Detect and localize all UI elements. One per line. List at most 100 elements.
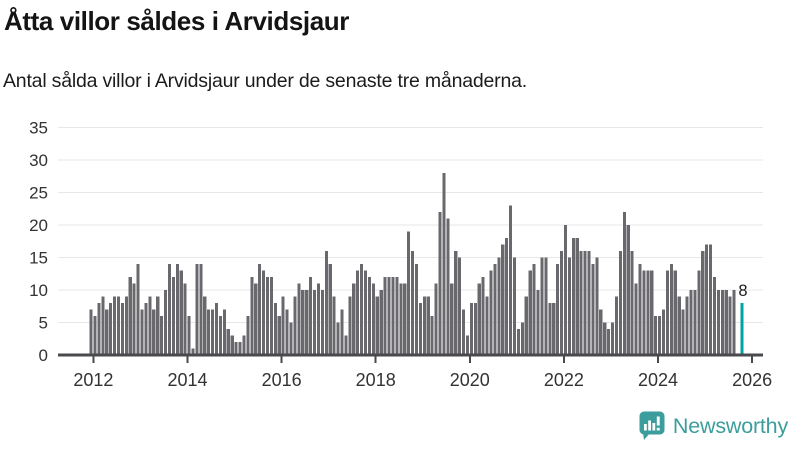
bar	[160, 316, 164, 355]
chart-svg: 0 5 10 15 20 25 30 35 2012 2014 2016 2018 2020 2022 20…	[29, 119, 772, 391]
bar	[485, 296, 489, 355]
bar	[226, 329, 230, 355]
bar	[175, 264, 179, 355]
bar	[556, 264, 560, 355]
bar	[497, 257, 501, 355]
bar	[124, 296, 128, 355]
bar	[136, 264, 140, 355]
bar	[536, 290, 540, 355]
bar	[579, 251, 583, 355]
bar	[262, 270, 266, 355]
bar	[383, 277, 387, 355]
x-tick-label: 2020	[450, 370, 490, 390]
bar	[654, 316, 658, 355]
page-subtitle: Antal sålda villor i Arvidsjaur under de…	[3, 70, 527, 92]
bar	[109, 303, 113, 355]
bar	[493, 264, 497, 355]
bar	[481, 277, 485, 355]
bar	[418, 303, 422, 355]
bar	[454, 251, 458, 355]
bar	[199, 264, 203, 355]
bar	[465, 335, 470, 355]
bar	[552, 303, 556, 355]
x-tick-label: 2026	[732, 370, 772, 390]
bar	[179, 270, 183, 355]
bar	[332, 296, 336, 355]
bar	[426, 296, 430, 355]
bar	[614, 296, 619, 355]
bar	[309, 277, 313, 355]
bar	[716, 290, 720, 355]
bar	[171, 277, 175, 355]
bar	[336, 322, 340, 355]
x-tick-label: 2012	[73, 370, 113, 390]
bar	[97, 303, 101, 355]
bar	[269, 277, 273, 355]
bar	[344, 335, 348, 355]
bar	[689, 290, 693, 355]
bar	[532, 264, 536, 355]
y-tick-label: 5	[39, 314, 48, 333]
bar	[732, 290, 736, 355]
bar	[414, 264, 419, 355]
newsworthy-wordmark: Newsworthy	[672, 413, 788, 438]
bar	[156, 296, 160, 355]
bar	[446, 218, 450, 355]
bar	[187, 316, 191, 355]
x-tick-label: 2016	[262, 370, 302, 390]
bar	[544, 257, 548, 355]
x-tick-label: 2022	[544, 370, 584, 390]
bar	[387, 277, 391, 355]
bar	[254, 283, 258, 355]
bar	[665, 270, 669, 355]
bar	[395, 277, 399, 355]
bar	[458, 257, 462, 355]
bar	[512, 257, 517, 355]
bar	[501, 244, 505, 355]
bar	[434, 283, 438, 355]
bar	[312, 290, 317, 355]
bar	[211, 309, 215, 355]
bar	[505, 238, 509, 355]
bar	[528, 270, 532, 355]
bar	[144, 303, 148, 355]
bar	[183, 283, 187, 355]
bar	[148, 296, 152, 355]
bar	[658, 316, 662, 355]
bar	[218, 316, 222, 355]
bar	[230, 335, 234, 355]
newsworthy-logo: Newsworthy	[639, 410, 788, 442]
newsworthy-icon	[639, 411, 665, 440]
x-tick-label: 2018	[356, 370, 396, 390]
bar	[626, 225, 630, 355]
bar	[281, 296, 285, 355]
bar	[258, 264, 262, 355]
bar	[575, 238, 579, 355]
bar	[571, 238, 575, 355]
bar	[399, 283, 403, 355]
y-tick-label: 30	[29, 151, 48, 170]
bar	[101, 296, 105, 355]
bar	[250, 277, 254, 355]
bar	[375, 296, 379, 355]
bar	[701, 251, 705, 355]
bar	[352, 283, 356, 355]
bar	[265, 277, 270, 355]
bar	[540, 257, 544, 355]
bar	[128, 277, 132, 355]
bar	[638, 264, 642, 355]
bar	[685, 296, 689, 355]
bar	[524, 296, 528, 355]
bar	[93, 316, 97, 355]
bar	[132, 283, 136, 355]
bar	[195, 264, 199, 355]
chart-area: 0 5 10 15 20 25 30 35 2012 2014 2016 2018 2020 2022 20…	[0, 110, 800, 410]
bar	[560, 251, 564, 355]
bar	[477, 283, 481, 355]
bar	[681, 309, 685, 355]
bar	[509, 205, 513, 355]
bar	[705, 244, 709, 355]
bar	[367, 277, 371, 355]
y-tick-label: 15	[29, 249, 48, 268]
